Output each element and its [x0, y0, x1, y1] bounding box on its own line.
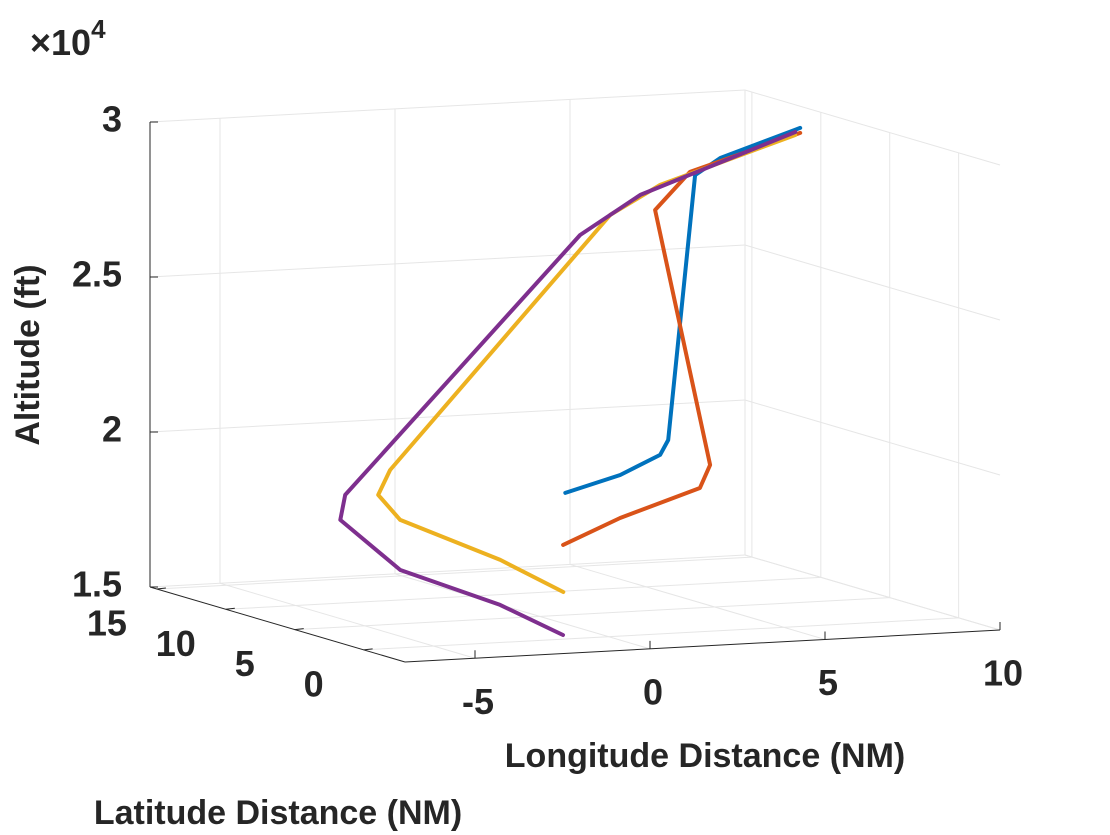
- grid-line: [744, 399, 1001, 476]
- y-tick-label: 5: [235, 643, 255, 684]
- grid-line: [363, 617, 959, 651]
- axes: 1.5 2 2.5 3 -5 0 5 10 0 5 10 15: [72, 99, 1023, 722]
- z-tick-label: 2: [102, 409, 122, 450]
- z-axis-label: Altitude (ft): [9, 264, 47, 445]
- grid-line: [225, 576, 821, 610]
- grid-line: [744, 244, 1001, 321]
- grid-line: [219, 582, 476, 659]
- series-line: [563, 125, 803, 495]
- series-line: [338, 130, 798, 637]
- y-axis-label: Latitude Distance (NM): [94, 794, 462, 832]
- grid-line: [744, 89, 1001, 166]
- grid-line: [149, 399, 746, 433]
- z-tick-label: 1.5: [72, 564, 122, 605]
- z-tick-label: 3: [102, 99, 122, 140]
- x-tick-label: 5: [818, 662, 838, 703]
- grid: [149, 89, 1001, 659]
- grid-line: [569, 563, 826, 640]
- exponent-power: 4: [91, 14, 106, 44]
- grid-line: [294, 597, 890, 631]
- tick-mark: [225, 607, 235, 610]
- grid-line: [394, 573, 651, 650]
- x-tick-label: 0: [643, 671, 663, 712]
- y-tick-label: 10: [156, 623, 196, 664]
- x-tick-label: 10: [983, 653, 1023, 694]
- x-axis-line: [404, 629, 1001, 663]
- tick-mark: [156, 587, 166, 590]
- y-tick-label: 15: [87, 603, 127, 644]
- y-axis-line: [149, 586, 406, 663]
- y-tick-label: 0: [304, 663, 324, 704]
- tick-mark: [363, 648, 373, 651]
- z-exponent: ×104: [30, 14, 106, 63]
- lines: [338, 125, 803, 637]
- grid-line: [156, 556, 752, 590]
- series-line: [376, 133, 798, 594]
- x-tick-label: -5: [462, 681, 494, 722]
- grid-line: [149, 89, 746, 123]
- z-tick-label: 2.5: [72, 254, 122, 295]
- tick-mark: [294, 628, 304, 631]
- exponent-base: ×10: [30, 22, 91, 63]
- grid-line: [149, 554, 746, 588]
- grid-line: [744, 554, 1001, 631]
- x-axis-label: Longitude Distance (NM): [505, 737, 905, 775]
- grid-line: [149, 244, 746, 278]
